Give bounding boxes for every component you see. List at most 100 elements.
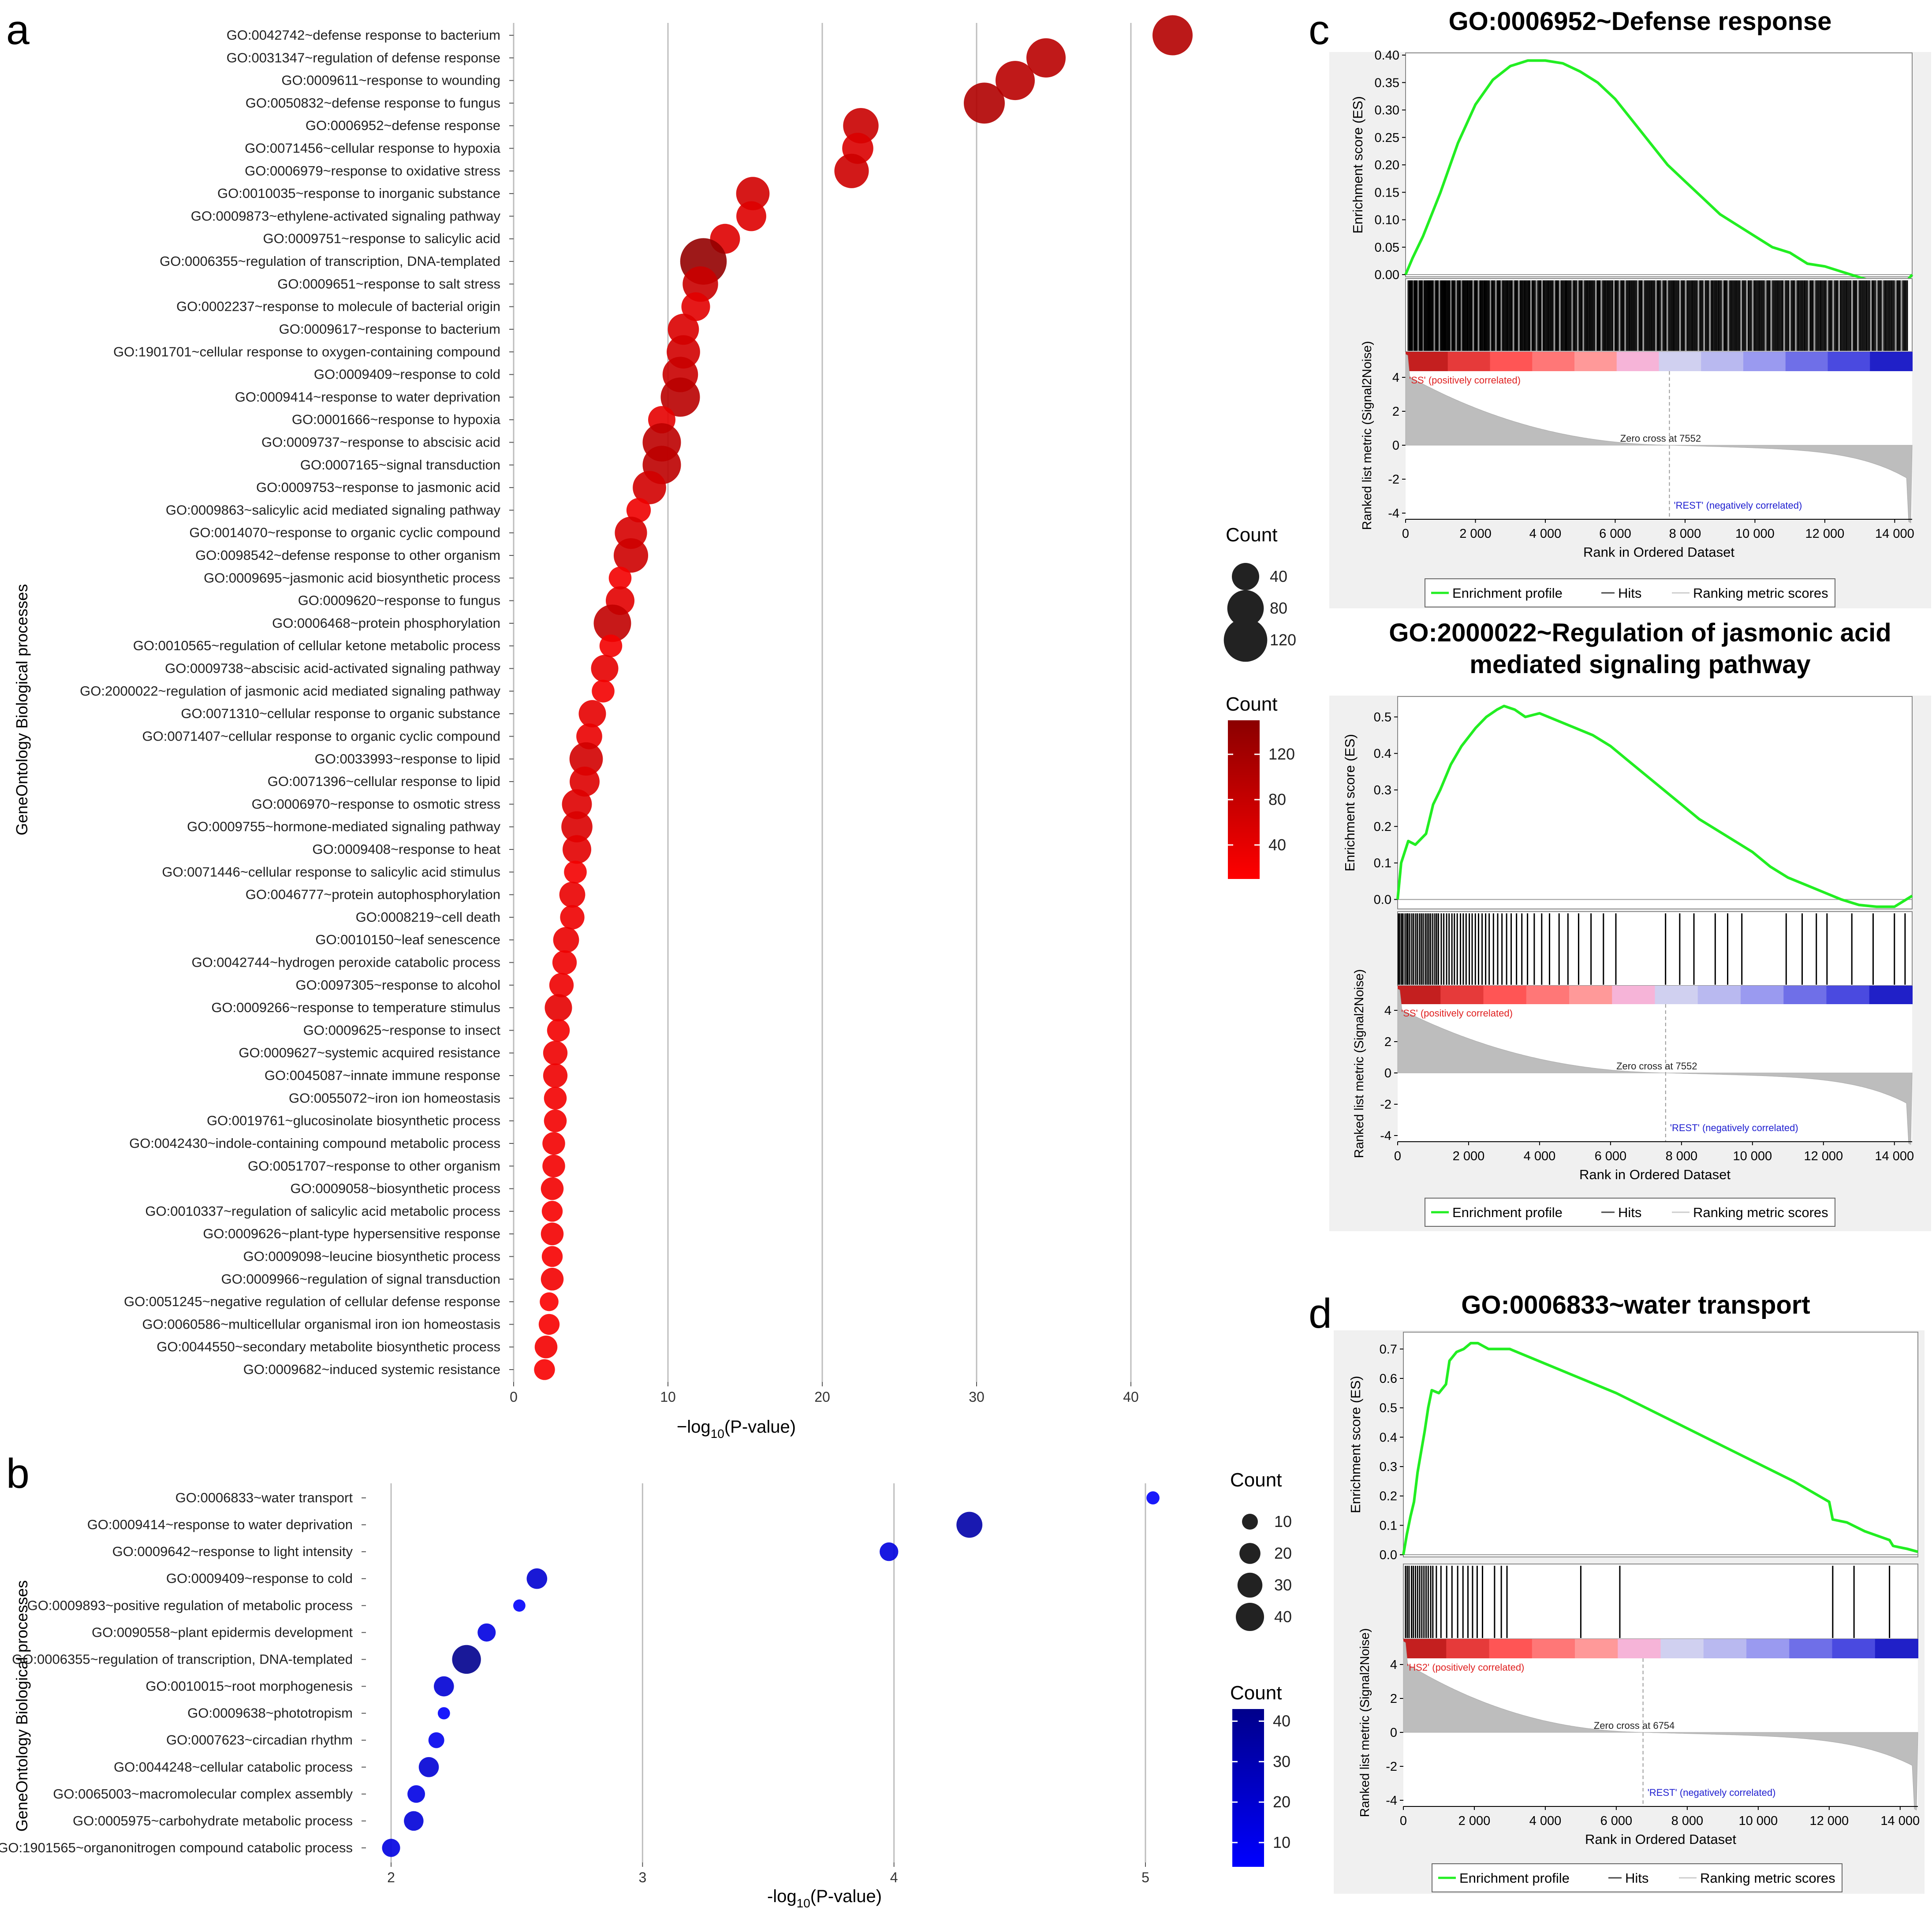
data-point [561,811,593,842]
go-term-label: GO:0042742~defense response to bacterium [227,27,500,43]
plot-title: GO:0006952~Defense response [1449,7,1832,36]
go-term-label: GO:0009755~hormone-mediated signaling pa… [187,819,500,834]
data-point [570,767,600,797]
panel-a-dotplot: −log10(P-value) GeneOntology Biological … [13,15,1296,1441]
negative-label: 'REST' (negatively correlated) [1648,1787,1776,1798]
rank-color-segment [1701,352,1744,371]
go-term-label: GO:0033993~response to lipid [315,751,500,767]
size-legend-circle [1227,590,1264,627]
data-point [477,1623,496,1642]
rank-color-segment [1703,1639,1747,1658]
es-y-tick-label: 0.1 [1380,1519,1397,1533]
data-point [404,1811,424,1831]
data-point [543,1063,568,1088]
ranking-metric-area [1405,354,1913,523]
rank-color-segment [1659,352,1702,371]
go-term-label: GO:0006468~protein phosphorylation [272,615,500,631]
rank-color-segment [1870,352,1913,371]
es-y-tick-label: 0.35 [1375,76,1399,90]
es-y-axis-label: Enrichment score (ES) [1342,734,1358,871]
x-tick-label: 30 [969,1389,985,1405]
panel-label-b: b [6,1450,30,1497]
legend-label-metric: Ranking metric scores [1700,1870,1835,1886]
data-point [542,1154,565,1178]
go-term-label: GO:0009058~biosynthetic process [291,1181,501,1196]
rank-color-segment [1697,986,1741,1004]
rank-color-segment [1446,1639,1490,1658]
data-point [534,1359,555,1380]
metric-y-tick-label: 0 [1390,1726,1397,1740]
zero-cross-label: Zero cross at 6754 [1594,1720,1675,1731]
data-point [541,1177,564,1200]
go-term-label: GO:0009409~response to cold [166,1571,353,1586]
es-plot-area [1397,696,1913,909]
data-point [599,634,623,658]
go-term-label: GO:0009611~response to wounding [281,73,500,88]
data-point [452,1645,481,1674]
color-legend-label: 10 [1273,1833,1290,1851]
go-term-label: GO:0098542~defense response to other org… [195,547,500,563]
size-legend-circle [1237,1572,1263,1598]
data-point [541,1201,563,1222]
metric-y-tick-label: 0 [1392,439,1399,453]
x-tick-label: 14 000 [1880,1814,1920,1828]
metric-y-tick-label: 2 [1392,405,1399,419]
legend-label-profile: Enrichment profile [1452,1205,1563,1220]
data-point [592,680,615,703]
go-term-label: GO:0006355~regulation of transcription, … [12,1651,353,1667]
data-point [834,153,869,188]
es-plot-area [1405,52,1913,277]
legend-box [1425,578,1835,607]
panel-b-dotplot: -log10(P-value) GeneOntology Biological … [0,1469,1292,1910]
data-point [541,1268,564,1291]
go-term-label: GO:0006979~response to oxidative stress [245,163,500,179]
go-term-label: GO:0071407~cellular response to organic … [142,728,501,744]
es-y-tick-label: 0.20 [1375,158,1399,172]
rank-color-segment [1526,986,1570,1004]
rank-color-segment [1532,352,1575,371]
data-point [633,471,666,504]
rank-color-segment [1532,1639,1575,1658]
es-y-tick-label: 0.2 [1374,820,1391,834]
go-term-label: GO:0009414~response to water deprivation [87,1517,353,1532]
es-y-tick-label: 0.4 [1380,1430,1397,1445]
es-y-tick-label: 0.05 [1375,241,1399,255]
positive-label: 'SS' (positively correlated) [1401,1008,1513,1019]
x-axis-label: Rank in Ordered Dataset [1585,1832,1736,1847]
data-point [542,1132,565,1155]
metric-y-tick-label: -4 [1388,506,1399,521]
panel-label-c: c [1309,7,1330,53]
zero-cross-label: Zero cross at 7552 [1620,433,1701,444]
data-point [513,1599,526,1612]
data-point [569,742,603,776]
legend-label-hits: Hits [1625,1870,1649,1886]
data-point [660,377,700,417]
go-term-label: GO:0009682~induced systemic resistance [243,1362,500,1377]
metric-y-tick-label: 2 [1390,1692,1397,1706]
size-legend-label: 40 [1274,1608,1292,1626]
go-term-label: GO:0009414~response to water deprivation [235,389,500,405]
go-term-label: GO:0071456~cellular response to hypoxia [245,141,501,156]
hits-area [1403,1564,1918,1639]
plot-title: GO:2000022~Regulation of jasmonic acid [1389,618,1891,647]
go-term-label: GO:1901565~organonitrogen compound catab… [0,1840,353,1855]
data-point [540,1292,559,1311]
rank-color-segment [1616,352,1660,371]
enrichment-profile-line [1396,704,1913,908]
go-term-label: GO:0010565~regulation of cellular ketone… [133,638,500,653]
negative-label: 'REST' (negatively correlated) [1670,1122,1798,1133]
data-point [880,1542,899,1561]
panel-a-ylabel: GeneOntology Biological processes [13,584,31,835]
go-term-label: GO:0009408~response to heat [312,842,500,857]
go-term-label: GO:0006970~response to osmotic stress [252,796,500,812]
data-point [736,177,770,211]
x-tick-label: 10 000 [1733,1149,1772,1163]
go-term-label: GO:0071396~cellular response to lipid [268,774,500,789]
es-plot-area [1403,1332,1918,1557]
data-point [543,1041,568,1065]
data-point [963,82,1005,124]
data-point [541,1246,563,1267]
x-tick-label: 4 000 [1529,527,1562,541]
zero-cross-label: Zero cross at 7552 [1616,1061,1697,1072]
